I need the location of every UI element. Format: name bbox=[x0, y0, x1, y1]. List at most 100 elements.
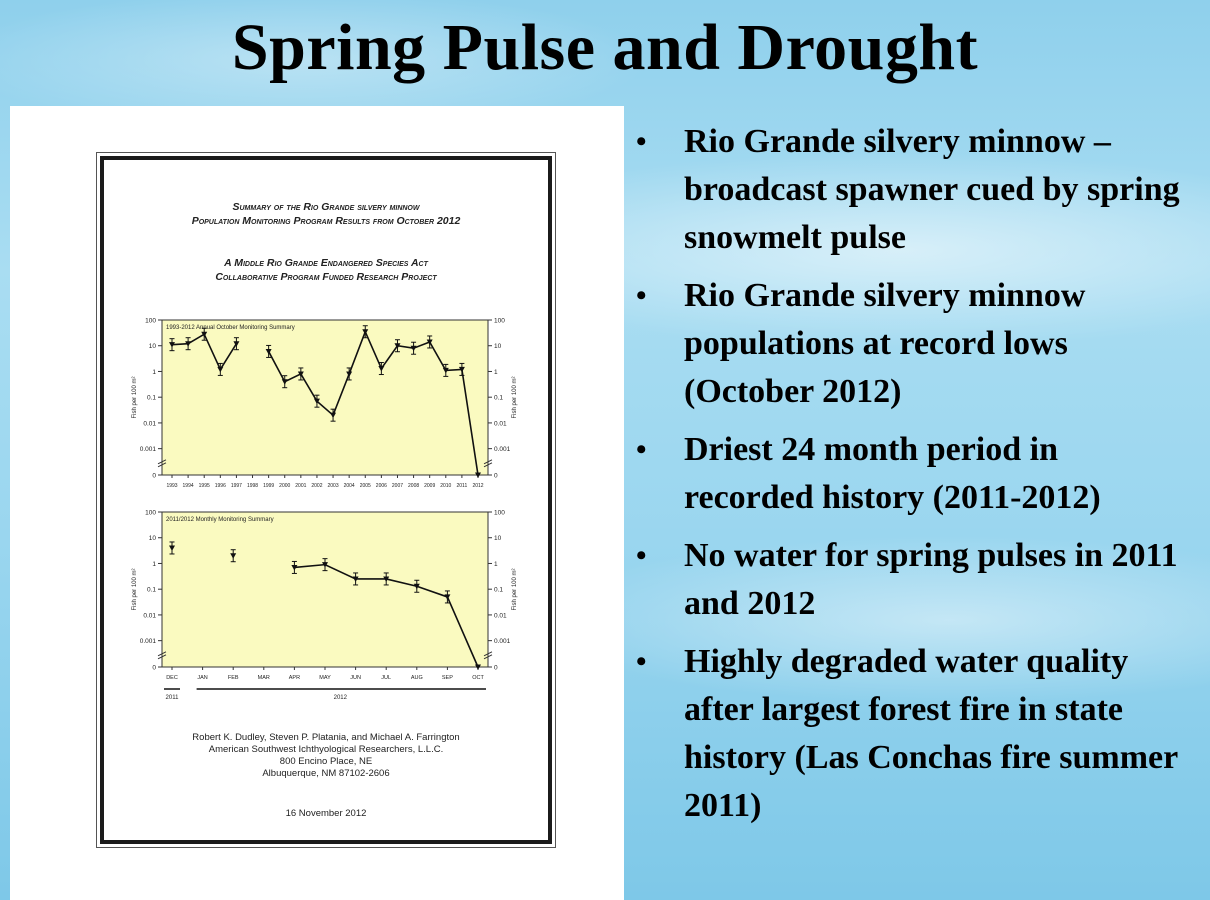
y-axis-label: Fish per 100 m² bbox=[512, 568, 518, 610]
x-tick-label: 2001 bbox=[295, 483, 306, 489]
report-subtitle-line2: Collaborative Program Funded Research Pr… bbox=[215, 271, 437, 283]
data-point bbox=[394, 343, 401, 349]
data-point bbox=[475, 472, 481, 478]
x-tick-label: MAR bbox=[258, 675, 270, 681]
y-tick-label: 0.001 bbox=[140, 446, 157, 453]
x-tick-label: 2003 bbox=[327, 483, 338, 489]
data-point bbox=[383, 576, 390, 582]
bullet-text: Rio Grande silvery minnow – broadcast sp… bbox=[684, 123, 1180, 256]
report-title: Summary of the Rio Grande silvery minnow… bbox=[104, 200, 548, 228]
data-point bbox=[346, 371, 353, 377]
annual-monitoring-chart: 100 100 10 10 1 1 0.1 0.1 0.01 0.01 0.001 0.001 0 0 Fi… bbox=[132, 318, 518, 490]
bullet-text: Driest 24 month period in recorded histo… bbox=[684, 431, 1101, 516]
chart-title: 1993-2012 Annual October Monitoring Summ… bbox=[166, 325, 295, 331]
bullet-item: • No water for spring pulses in 2011 and … bbox=[636, 532, 1196, 628]
axis-break-icon bbox=[483, 459, 493, 468]
report-title-line1: Summary of the Rio Grande silvery minnow bbox=[232, 201, 420, 213]
x-tick-label: 1996 bbox=[215, 483, 226, 489]
bullet-text: Highly degraded water quality after larg… bbox=[684, 643, 1178, 824]
y-tick-label: 0.01 bbox=[143, 420, 156, 427]
y-tick-label: 10 bbox=[149, 535, 157, 542]
x-tick-label: 2005 bbox=[360, 483, 371, 489]
y-tick-label: 10 bbox=[149, 343, 157, 350]
report-title-line2: Population Monitoring Program Results fr… bbox=[191, 215, 461, 227]
data-point bbox=[233, 341, 240, 347]
data-point bbox=[378, 366, 385, 372]
y-tick-label: 1 bbox=[494, 369, 498, 376]
x-tick-label: 2007 bbox=[392, 483, 403, 489]
axis-break-icon bbox=[483, 651, 493, 660]
data-point bbox=[410, 345, 417, 352]
bullet-dot-icon: • bbox=[636, 279, 647, 312]
x-tick-label: 1999 bbox=[263, 483, 274, 489]
y-tick-label: 1 bbox=[494, 561, 498, 568]
x-tick-label: MAY bbox=[319, 675, 331, 681]
data-point bbox=[217, 366, 224, 373]
data-point bbox=[475, 664, 481, 670]
report-subtitle: A Middle Rio Grande Endangered Species A… bbox=[104, 256, 548, 284]
y-axis-label: Fish per 100 m² bbox=[132, 376, 138, 418]
y-tick-label: 0.1 bbox=[494, 395, 503, 402]
data-point bbox=[458, 366, 465, 373]
authors-line4: Albuquerque, NM 87102-2606 bbox=[262, 768, 390, 779]
slide-title: Spring Pulse and Drought bbox=[231, 11, 979, 84]
x-tick-label: JUN bbox=[350, 675, 361, 681]
plot-area bbox=[161, 319, 489, 476]
data-point bbox=[444, 594, 451, 600]
x-tick-label: 2010 bbox=[440, 483, 451, 489]
x-tick-label: SEP bbox=[442, 675, 453, 681]
x-tick-label: 1998 bbox=[247, 483, 258, 489]
data-point bbox=[352, 576, 359, 582]
bullet-text: No water for spring pulses in 2011 and 2… bbox=[684, 537, 1178, 622]
bullet-dot-icon: • bbox=[636, 539, 647, 572]
authors-line2: American Southwest Ichthyological Resear… bbox=[208, 744, 444, 755]
report-cover-image: Summary of the Rio Grande silvery minnow… bbox=[10, 106, 624, 900]
x-tick-label: 2012 bbox=[472, 483, 483, 489]
data-point bbox=[330, 412, 337, 419]
y-tick-label: 1 bbox=[152, 369, 156, 376]
data-point bbox=[362, 329, 369, 335]
data-point bbox=[413, 583, 420, 590]
y-tick-label: 10 bbox=[494, 343, 502, 350]
data-point bbox=[291, 564, 298, 571]
bullet-item: • Driest 24 month period in recorded hist… bbox=[636, 426, 1196, 522]
x-tick-label: AUG bbox=[411, 675, 423, 681]
y-tick-label: 0.01 bbox=[494, 420, 507, 427]
y-tick-label: 0.1 bbox=[147, 395, 156, 402]
authors-line3: 800 Encino Place, NE bbox=[279, 756, 373, 767]
series-line bbox=[267, 329, 479, 476]
y-tick-label: 0.01 bbox=[494, 612, 507, 619]
y-tick-label: 0.001 bbox=[494, 638, 511, 645]
bullet-item: • Rio Grande silvery minnow – broadcast s… bbox=[636, 118, 1196, 262]
authors-line1: Robert K. Dudley, Steven P. Platania, an… bbox=[192, 732, 460, 743]
data-point bbox=[265, 348, 272, 355]
report-cover-frame: Summary of the Rio Grande silvery minnow… bbox=[96, 152, 556, 848]
x-tick-label: 1994 bbox=[183, 483, 194, 489]
report-date: 16 November 2012 bbox=[285, 808, 367, 819]
x-tick-label: FEB bbox=[228, 675, 239, 681]
x-tick-label: 2011 bbox=[457, 483, 468, 489]
data-point bbox=[297, 371, 304, 377]
monthly-monitoring-chart: 100 100 10 10 1 1 0.1 0.1 0.01 0.01 0.001 0.001 0 0 Fi… bbox=[132, 510, 518, 702]
year-label: 2011 bbox=[166, 695, 180, 701]
data-point bbox=[313, 398, 320, 405]
x-tick-label: 2004 bbox=[344, 483, 355, 489]
data-point bbox=[185, 341, 192, 347]
report-subtitle-line1: A Middle Rio Grande Endangered Species A… bbox=[224, 257, 428, 269]
data-point bbox=[322, 562, 328, 568]
y-tick-label: 0 bbox=[152, 473, 156, 480]
bullet-dot-icon: • bbox=[636, 433, 647, 466]
y-tick-label: 100 bbox=[145, 318, 156, 325]
data-point bbox=[230, 553, 237, 559]
y-tick-label: 0.1 bbox=[147, 587, 156, 594]
y-tick-label: 0.01 bbox=[143, 612, 156, 619]
y-axis-label: Fish per 100 m² bbox=[132, 568, 138, 610]
bullet-list: • Rio Grande silvery minnow – broadcast s… bbox=[636, 118, 1196, 840]
x-tick-label: JAN bbox=[197, 675, 207, 681]
bullet-text: Rio Grande silvery minnow populations at… bbox=[684, 277, 1086, 410]
x-tick-label: JUL bbox=[381, 675, 391, 681]
y-tick-label: 0.1 bbox=[494, 587, 503, 594]
x-tick-label: 2002 bbox=[311, 483, 322, 489]
y-tick-label: 0.001 bbox=[140, 638, 157, 645]
x-tick-label: OCT bbox=[472, 675, 484, 681]
